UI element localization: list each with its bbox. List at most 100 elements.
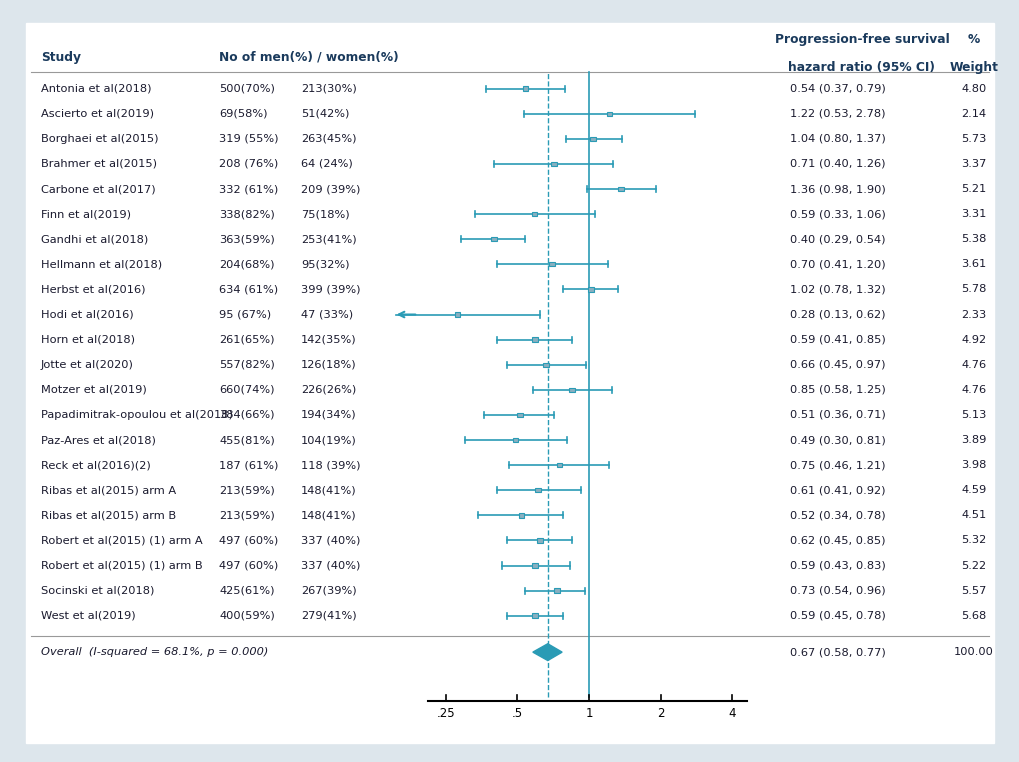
Text: 267(39%): 267(39%) xyxy=(301,586,357,596)
Text: West et al(2019): West et al(2019) xyxy=(41,610,136,621)
Text: 0.49 (0.30, 0.81): 0.49 (0.30, 0.81) xyxy=(790,435,886,445)
Text: 660(74%): 660(74%) xyxy=(219,385,274,395)
Text: 279(41%): 279(41%) xyxy=(301,610,357,621)
Text: 51(42%): 51(42%) xyxy=(301,109,348,119)
Text: Antonia et al(2018): Antonia et al(2018) xyxy=(41,84,151,94)
Text: 226(26%): 226(26%) xyxy=(301,385,356,395)
Text: 337 (40%): 337 (40%) xyxy=(301,561,360,571)
Polygon shape xyxy=(532,644,561,661)
Text: 3.61: 3.61 xyxy=(961,259,985,269)
Bar xyxy=(556,463,561,467)
Text: 0.62 (0.45, 0.85): 0.62 (0.45, 0.85) xyxy=(790,536,886,546)
Bar xyxy=(491,237,497,242)
Text: 95(32%): 95(32%) xyxy=(301,259,350,269)
Text: 209 (39%): 209 (39%) xyxy=(301,184,360,194)
Text: 5.73: 5.73 xyxy=(961,134,985,144)
Text: 204(68%): 204(68%) xyxy=(219,259,274,269)
Text: 1.04 (0.80, 1.37): 1.04 (0.80, 1.37) xyxy=(790,134,886,144)
Bar xyxy=(531,613,537,618)
Text: Borghaei et al(2015): Borghaei et al(2015) xyxy=(41,134,158,144)
Bar xyxy=(516,413,522,417)
Text: Motzer et al(2019): Motzer et al(2019) xyxy=(41,385,147,395)
Text: 0.66 (0.45, 0.97): 0.66 (0.45, 0.97) xyxy=(790,360,886,370)
Text: Jotte et al(2020): Jotte et al(2020) xyxy=(41,360,133,370)
Text: 69(58%): 69(58%) xyxy=(219,109,268,119)
Text: Robert et al(2015) (1) arm A: Robert et al(2015) (1) arm A xyxy=(41,536,202,546)
Text: 0.75 (0.46, 1.21): 0.75 (0.46, 1.21) xyxy=(790,460,886,470)
Bar xyxy=(550,162,556,166)
Text: 213(59%): 213(59%) xyxy=(219,511,275,520)
Bar xyxy=(518,513,524,517)
Text: 5.32: 5.32 xyxy=(961,536,985,546)
Text: 425(61%): 425(61%) xyxy=(219,586,274,596)
Text: 338(82%): 338(82%) xyxy=(219,209,275,219)
Text: 5.21: 5.21 xyxy=(961,184,985,194)
Text: %: % xyxy=(967,33,979,46)
Text: No of men(%) / women(%): No of men(%) / women(%) xyxy=(219,50,398,64)
Text: Ribas et al(2015) arm A: Ribas et al(2015) arm A xyxy=(41,485,175,495)
Text: hazard ratio (95% CI): hazard ratio (95% CI) xyxy=(788,61,934,74)
Text: 194(34%): 194(34%) xyxy=(301,410,357,420)
Text: 104(19%): 104(19%) xyxy=(301,435,357,445)
Text: 3.98: 3.98 xyxy=(961,460,985,470)
Text: 455(81%): 455(81%) xyxy=(219,435,275,445)
FancyBboxPatch shape xyxy=(25,23,994,743)
Text: 5.22: 5.22 xyxy=(961,561,985,571)
Text: 1: 1 xyxy=(585,707,592,720)
Bar xyxy=(606,112,611,116)
Text: 5.68: 5.68 xyxy=(961,610,985,621)
Text: Study: Study xyxy=(41,50,81,64)
Text: 64 (24%): 64 (24%) xyxy=(301,159,353,169)
Text: Weight: Weight xyxy=(949,61,998,74)
Text: 3.31: 3.31 xyxy=(961,209,985,219)
Bar xyxy=(590,136,596,141)
Text: Herbst et al(2016): Herbst et al(2016) xyxy=(41,284,145,294)
Text: Ascierto et al(2019): Ascierto et al(2019) xyxy=(41,109,154,119)
Bar xyxy=(531,338,537,342)
Text: 253(41%): 253(41%) xyxy=(301,234,357,245)
Text: 208 (76%): 208 (76%) xyxy=(219,159,278,169)
Bar xyxy=(553,588,559,593)
Text: Overall  (I-squared = 68.1%, p = 0.000): Overall (I-squared = 68.1%, p = 0.000) xyxy=(41,647,268,657)
Text: 187 (61%): 187 (61%) xyxy=(219,460,278,470)
Text: 0.52 (0.34, 0.78): 0.52 (0.34, 0.78) xyxy=(790,511,886,520)
Text: 0.71 (0.40, 1.26): 0.71 (0.40, 1.26) xyxy=(790,159,886,169)
Bar xyxy=(531,563,537,568)
Text: Reck et al(2016)(2): Reck et al(2016)(2) xyxy=(41,460,151,470)
Text: 2: 2 xyxy=(656,707,664,720)
Text: 399 (39%): 399 (39%) xyxy=(301,284,360,294)
Text: 5.13: 5.13 xyxy=(961,410,985,420)
Text: Ribas et al(2015) arm B: Ribas et al(2015) arm B xyxy=(41,511,175,520)
Text: 1.22 (0.53, 2.78): 1.22 (0.53, 2.78) xyxy=(790,109,886,119)
Text: 0.40 (0.29, 0.54): 0.40 (0.29, 0.54) xyxy=(790,234,886,245)
Text: 5.57: 5.57 xyxy=(961,586,985,596)
Text: 142(35%): 142(35%) xyxy=(301,335,357,344)
Bar xyxy=(522,86,528,91)
Text: 75(18%): 75(18%) xyxy=(301,209,350,219)
Text: 1.02 (0.78, 1.32): 1.02 (0.78, 1.32) xyxy=(790,284,886,294)
Text: .5: .5 xyxy=(512,707,523,720)
Text: 4.51: 4.51 xyxy=(961,511,985,520)
Text: 0.61 (0.41, 0.92): 0.61 (0.41, 0.92) xyxy=(790,485,886,495)
Text: 0.28 (0.13, 0.62): 0.28 (0.13, 0.62) xyxy=(790,309,886,319)
Text: 4.76: 4.76 xyxy=(961,385,985,395)
Text: Finn et al(2019): Finn et al(2019) xyxy=(41,209,130,219)
Text: Brahmer et al(2015): Brahmer et al(2015) xyxy=(41,159,157,169)
Text: 332 (61%): 332 (61%) xyxy=(219,184,278,194)
Bar xyxy=(543,363,548,367)
Text: 148(41%): 148(41%) xyxy=(301,511,357,520)
Bar xyxy=(512,438,518,442)
Text: 126(18%): 126(18%) xyxy=(301,360,357,370)
Bar xyxy=(549,262,554,267)
Text: 0.54 (0.37, 0.79): 0.54 (0.37, 0.79) xyxy=(790,84,886,94)
Text: 497 (60%): 497 (60%) xyxy=(219,536,278,546)
Text: Horn et al(2018): Horn et al(2018) xyxy=(41,335,135,344)
Text: Progression-free survival: Progression-free survival xyxy=(773,33,949,46)
Text: 4: 4 xyxy=(728,707,736,720)
Text: Gandhi et al(2018): Gandhi et al(2018) xyxy=(41,234,148,245)
Text: 118 (39%): 118 (39%) xyxy=(301,460,360,470)
Text: 337 (40%): 337 (40%) xyxy=(301,536,360,546)
Text: 47 (33%): 47 (33%) xyxy=(301,309,353,319)
Text: 319 (55%): 319 (55%) xyxy=(219,134,278,144)
Bar xyxy=(454,312,460,316)
